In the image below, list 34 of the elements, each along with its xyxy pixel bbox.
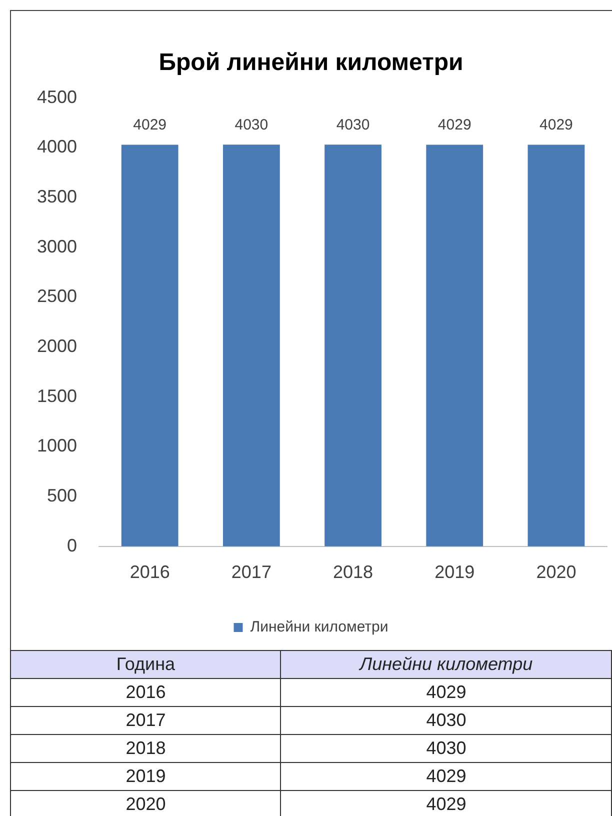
data-label: 4030 — [234, 116, 268, 134]
y-tick-label: 2500 — [36, 286, 78, 306]
x-tick-label: 2017 — [231, 562, 272, 582]
y-tick-label: 4500 — [36, 86, 78, 107]
text: 4030 — [280, 734, 612, 762]
text: 4029 — [280, 678, 612, 706]
category-label: 2019 — [126, 766, 166, 786]
y-tick-label: 3000 — [36, 236, 78, 256]
chart-title: Брой линейни километри — [158, 49, 464, 76]
y-tick-label: 1000 — [36, 436, 78, 456]
data-label: 4030 — [336, 116, 370, 134]
category-label: 2018 — [126, 738, 166, 758]
text: 4029 — [280, 762, 612, 790]
category-label: 2017 — [126, 710, 166, 730]
data-label: 4029 — [540, 116, 573, 134]
y-tick-label: 500 — [46, 486, 78, 506]
category-label: 2020 — [126, 794, 166, 814]
data-label: 4029 — [438, 116, 472, 134]
x-tick-label: 2020 — [536, 562, 576, 582]
text: Година — [10, 650, 281, 678]
x-tick-label: 2019 — [434, 562, 475, 582]
text: Линейни километри — [360, 654, 533, 674]
x-tick-label: 2016 — [130, 562, 170, 582]
legend-label: Линейни километри — [250, 618, 388, 636]
y-tick-label: 2000 — [36, 336, 78, 356]
category-label: 2016 — [126, 682, 166, 702]
text: 4029 — [280, 790, 612, 816]
y-tick-label: 1500 — [36, 386, 78, 406]
y-tick-label: 3500 — [36, 186, 78, 206]
data-label: 4029 — [133, 116, 167, 134]
text: 4030 — [280, 706, 612, 734]
y-tick-label: 4000 — [36, 136, 78, 157]
y-tick-label: 0 — [67, 535, 78, 556]
x-tick-label: 2018 — [333, 562, 374, 582]
